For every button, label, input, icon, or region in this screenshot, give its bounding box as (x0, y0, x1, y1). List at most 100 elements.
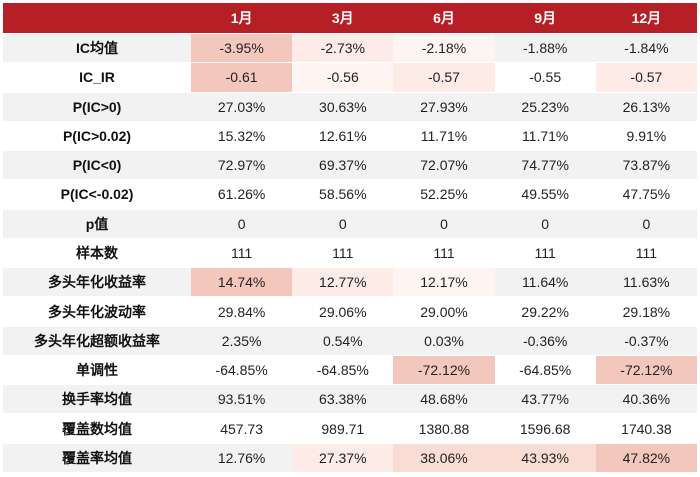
value-cell: 11.71% (494, 121, 596, 152)
table-row: 多头年化收益率 14.74% 12.77% 12.17% 11.64% 11.63% (3, 267, 697, 298)
value-cell: -64.85% (191, 355, 293, 386)
value-cell: -0.57 (595, 62, 697, 93)
row-label: 换手率均值 (3, 384, 192, 415)
value-cell: 12.61% (292, 121, 394, 152)
value-cell: 14.74% (191, 267, 293, 298)
row-label: 多头年化收益率 (3, 267, 192, 298)
value-cell: 29.06% (292, 296, 394, 327)
value-cell: 111 (494, 238, 596, 269)
value-cell: 111 (393, 238, 495, 269)
value-cell: 29.18% (595, 296, 697, 327)
value-cell: 12.76% (191, 443, 293, 474)
row-label: P(IC<0) (3, 150, 192, 181)
value-cell: 989.71 (292, 413, 394, 444)
value-cell: -2.18% (393, 33, 495, 64)
row-label: p值 (3, 209, 192, 239)
value-cell: 43.77% (494, 384, 596, 415)
value-cell: -0.37% (595, 326, 697, 356)
value-cell: 29.22% (494, 296, 596, 327)
value-cell: 12.17% (393, 267, 495, 298)
value-cell: 0 (494, 209, 596, 239)
row-label: P(IC<-0.02) (3, 179, 192, 210)
header-corner-cell (3, 3, 192, 34)
value-cell: 27.37% (292, 443, 394, 474)
table-header: 1月 3月 6月 9月 12月 (3, 3, 697, 34)
value-cell: 457.73 (191, 413, 293, 444)
value-cell: 0 (393, 209, 495, 239)
value-cell: 11.63% (595, 267, 697, 298)
value-cell: 30.63% (292, 92, 394, 122)
value-cell: 25.23% (494, 92, 596, 122)
table-row: IC均值 -3.95% -2.73% -2.18% -1.88% -1.84% (3, 33, 697, 64)
table-row: p值 0 0 0 0 0 (3, 209, 697, 239)
value-cell: 58.56% (292, 179, 394, 210)
value-cell: 29.00% (393, 296, 495, 327)
table-row: P(IC>0) 27.03% 30.63% 27.93% 25.23% 26.13% (3, 92, 697, 122)
row-label: P(IC>0) (3, 92, 192, 122)
value-cell: 1380.88 (393, 413, 495, 444)
value-cell: 27.03% (191, 92, 293, 122)
table-row: P(IC<0) 72.97% 69.37% 72.07% 74.77% 73.87% (3, 150, 697, 181)
table-row: 样本数 111 111 111 111 111 (3, 238, 697, 269)
value-cell: 1740.38 (595, 413, 697, 444)
table-row: P(IC<-0.02) 61.26% 58.56% 52.25% 49.55% 47.75… (3, 179, 697, 210)
row-label: 多头年化超额收益率 (3, 326, 192, 356)
value-cell: 63.38% (292, 384, 394, 415)
value-cell: -0.56 (292, 62, 394, 93)
row-label: P(IC>0.02) (3, 121, 192, 152)
table-row: 换手率均值 93.51% 63.38% 48.68% 43.77% 40.36% (3, 384, 697, 415)
table-row: 多头年化波动率 29.84% 29.06% 29.00% 29.22% 29.18% (3, 296, 697, 327)
value-cell: 74.77% (494, 150, 596, 181)
value-cell: 43.93% (494, 443, 596, 474)
value-cell: -72.12% (393, 355, 495, 386)
value-cell: -1.84% (595, 33, 697, 64)
column-header: 3月 (292, 3, 394, 34)
value-cell: -3.95% (191, 33, 293, 64)
value-cell: -0.57 (393, 62, 495, 93)
value-cell: 69.37% (292, 150, 394, 181)
value-cell: 72.97% (191, 150, 293, 181)
row-label: 样本数 (3, 238, 192, 269)
value-cell: 52.25% (393, 179, 495, 210)
value-cell: 15.32% (191, 121, 293, 152)
value-cell: -0.55 (494, 62, 596, 93)
value-cell: -64.85% (494, 355, 596, 386)
value-cell: -0.36% (494, 326, 596, 356)
header-row: 1月 3月 6月 9月 12月 (3, 3, 697, 34)
value-cell: 2.35% (191, 326, 293, 356)
column-header: 12月 (595, 3, 697, 34)
value-cell: 0 (191, 209, 293, 239)
value-cell: 27.93% (393, 92, 495, 122)
row-label: 覆盖率均值 (3, 443, 192, 474)
column-header: 1月 (191, 3, 293, 34)
table-row: 多头年化超额收益率 2.35% 0.54% 0.03% -0.36% -0.37% (3, 326, 697, 356)
value-cell: 72.07% (393, 150, 495, 181)
value-cell: 73.87% (595, 150, 697, 181)
value-cell: -72.12% (595, 355, 697, 386)
table-row: 单调性 -64.85% -64.85% -72.12% -64.85% -72.12% (3, 355, 697, 386)
table-row: 覆盖率均值 12.76% 27.37% 38.06% 43.93% 47.82% (3, 443, 697, 474)
value-cell: 111 (595, 238, 697, 269)
value-cell: 0 (595, 209, 697, 239)
row-label: 覆盖数均值 (3, 413, 192, 444)
value-cell: 11.64% (494, 267, 596, 298)
value-cell: 47.75% (595, 179, 697, 210)
column-header: 9月 (494, 3, 596, 34)
value-cell: 49.55% (494, 179, 596, 210)
value-cell: -0.61 (191, 62, 293, 93)
row-label: IC均值 (3, 33, 192, 64)
value-cell: 9.91% (595, 121, 697, 152)
table-row: IC_IR -0.61 -0.56 -0.57 -0.55 -0.57 (3, 62, 697, 93)
table-row: 覆盖数均值 457.73 989.71 1380.88 1596.68 1740.38 (3, 413, 697, 444)
value-cell: -64.85% (292, 355, 394, 386)
row-label: 多头年化波动率 (3, 296, 192, 327)
value-cell: 47.82% (595, 443, 697, 474)
value-cell: 26.13% (595, 92, 697, 122)
value-cell: 38.06% (393, 443, 495, 474)
value-cell: 29.84% (191, 296, 293, 327)
row-label: IC_IR (3, 62, 192, 93)
value-cell: -2.73% (292, 33, 394, 64)
value-cell: 61.26% (191, 179, 293, 210)
value-cell: 111 (292, 238, 394, 269)
value-cell: 12.77% (292, 267, 394, 298)
